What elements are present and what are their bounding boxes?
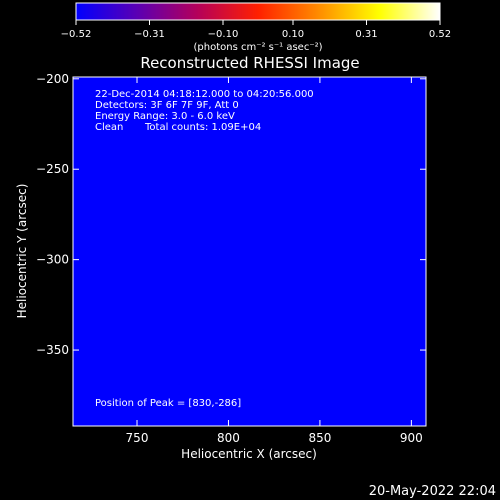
colorbar-tick-label: 0.52	[429, 29, 451, 40]
x-tick-label: 850	[308, 431, 331, 445]
axis-ticks: 750 800 850 900 −200 −250 −300 −350	[36, 72, 426, 445]
annotation-counts: Total counts: 1.09E+04	[144, 122, 261, 133]
y-tick-label: −200	[36, 72, 69, 86]
chart-title: Reconstructed RHESSI Image	[140, 54, 359, 72]
x-tick-label: 750	[126, 431, 149, 445]
colorbar-tick-label: 0.31	[355, 29, 377, 40]
colorbar	[75, 2, 441, 21]
annotation-detectors: Detectors: 3F 6F 7F 9F, Att 0	[95, 100, 239, 111]
annotation-clean: Clean	[95, 122, 123, 133]
y-axis-label: Heliocentric Y (arcsec)	[15, 184, 29, 319]
colorbar-tick-label: 0.10	[282, 29, 304, 40]
colorbar-units: (photons cm⁻² s⁻¹ asec⁻²)	[193, 42, 322, 53]
annotation-energy: Energy Range: 3.0 - 6.0 keV	[95, 111, 235, 122]
footer-date: 20-May-2022 22:04	[369, 484, 496, 499]
colorbar-tick-label: −0.10	[208, 29, 239, 40]
plot-frame	[72, 76, 427, 427]
x-tick-label: 800	[217, 431, 240, 445]
y-tick-label: −350	[36, 343, 69, 357]
colorbar-tick-label: −0.31	[134, 29, 165, 40]
annotation-time: 22-Dec-2014 04:18:12.000 to 04:20:56.000	[95, 89, 314, 100]
x-tick-label: 900	[400, 431, 423, 445]
colorbar-ticks: −0.52 −0.31 −0.10 0.10 0.31 0.52	[61, 20, 451, 40]
heatmap-image	[73, 77, 426, 426]
peak-position-label: Position of Peak = [830,-286]	[95, 398, 241, 409]
x-axis-label: Heliocentric X (arcsec)	[181, 447, 317, 461]
y-tick-label: −250	[36, 162, 69, 176]
y-tick-label: −300	[36, 253, 69, 267]
colorbar-tick-label: −0.52	[61, 29, 92, 40]
